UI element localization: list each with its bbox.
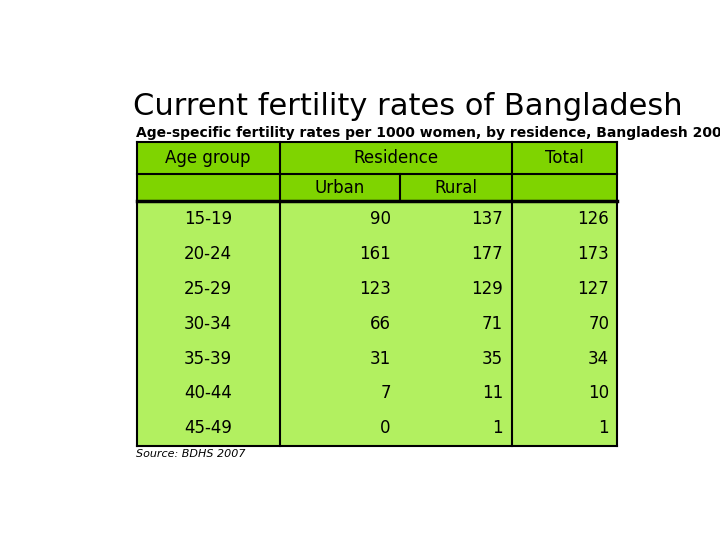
- Text: 15-19: 15-19: [184, 210, 233, 227]
- Bar: [137, 376, 280, 411]
- Bar: [513, 271, 617, 306]
- Bar: [280, 236, 400, 271]
- Text: 127: 127: [577, 280, 609, 298]
- Bar: [513, 376, 617, 411]
- Text: 30-34: 30-34: [184, 314, 233, 333]
- Bar: [513, 411, 617, 446]
- Bar: [513, 341, 617, 376]
- Bar: [137, 236, 280, 271]
- Text: 25-29: 25-29: [184, 280, 233, 298]
- Text: 126: 126: [577, 210, 609, 227]
- Bar: [513, 142, 617, 174]
- Text: Total: Total: [545, 149, 584, 167]
- Text: 35: 35: [482, 349, 503, 368]
- Bar: [137, 411, 280, 446]
- Text: 161: 161: [359, 245, 391, 262]
- Bar: [400, 411, 513, 446]
- Text: 1: 1: [598, 420, 609, 437]
- Text: 20-24: 20-24: [184, 245, 233, 262]
- Bar: [137, 174, 280, 201]
- Text: 40-44: 40-44: [184, 384, 232, 402]
- Bar: [137, 306, 280, 341]
- Text: 123: 123: [359, 280, 391, 298]
- Text: Current fertility rates of Bangladesh: Current fertility rates of Bangladesh: [132, 92, 683, 121]
- Bar: [280, 306, 400, 341]
- Bar: [280, 376, 400, 411]
- Text: 35-39: 35-39: [184, 349, 233, 368]
- Text: 71: 71: [482, 314, 503, 333]
- Text: 11: 11: [482, 384, 503, 402]
- Bar: [513, 201, 617, 236]
- Text: 66: 66: [369, 314, 391, 333]
- Bar: [513, 306, 617, 341]
- Bar: [400, 201, 513, 236]
- Bar: [280, 341, 400, 376]
- Text: 34: 34: [588, 349, 609, 368]
- Text: Age group: Age group: [166, 149, 251, 167]
- Text: 0: 0: [380, 420, 391, 437]
- Bar: [137, 142, 280, 174]
- Bar: [513, 174, 617, 201]
- Bar: [280, 201, 400, 236]
- Text: 129: 129: [472, 280, 503, 298]
- Text: 90: 90: [369, 210, 391, 227]
- Text: 45-49: 45-49: [184, 420, 232, 437]
- Bar: [400, 174, 513, 201]
- Text: Age-specific fertility rates per 1000 women, by residence, Bangladesh 2007: Age-specific fertility rates per 1000 wo…: [137, 126, 720, 140]
- Bar: [400, 376, 513, 411]
- Text: 7: 7: [380, 384, 391, 402]
- Bar: [137, 201, 280, 236]
- Bar: [280, 411, 400, 446]
- Bar: [400, 306, 513, 341]
- Text: Residence: Residence: [354, 149, 438, 167]
- Text: 31: 31: [369, 349, 391, 368]
- Text: 137: 137: [472, 210, 503, 227]
- Text: Rural: Rural: [435, 179, 477, 197]
- Text: Source: BDHS 2007: Source: BDHS 2007: [137, 449, 246, 459]
- Bar: [400, 341, 513, 376]
- Bar: [280, 142, 513, 174]
- Text: 10: 10: [588, 384, 609, 402]
- Text: Urban: Urban: [315, 179, 365, 197]
- Bar: [280, 174, 400, 201]
- Bar: [400, 236, 513, 271]
- Bar: [137, 341, 280, 376]
- Text: 1: 1: [492, 420, 503, 437]
- Text: 177: 177: [472, 245, 503, 262]
- Text: 70: 70: [588, 314, 609, 333]
- Bar: [513, 236, 617, 271]
- Bar: [400, 271, 513, 306]
- Bar: [137, 271, 280, 306]
- Bar: [280, 271, 400, 306]
- Text: 173: 173: [577, 245, 609, 262]
